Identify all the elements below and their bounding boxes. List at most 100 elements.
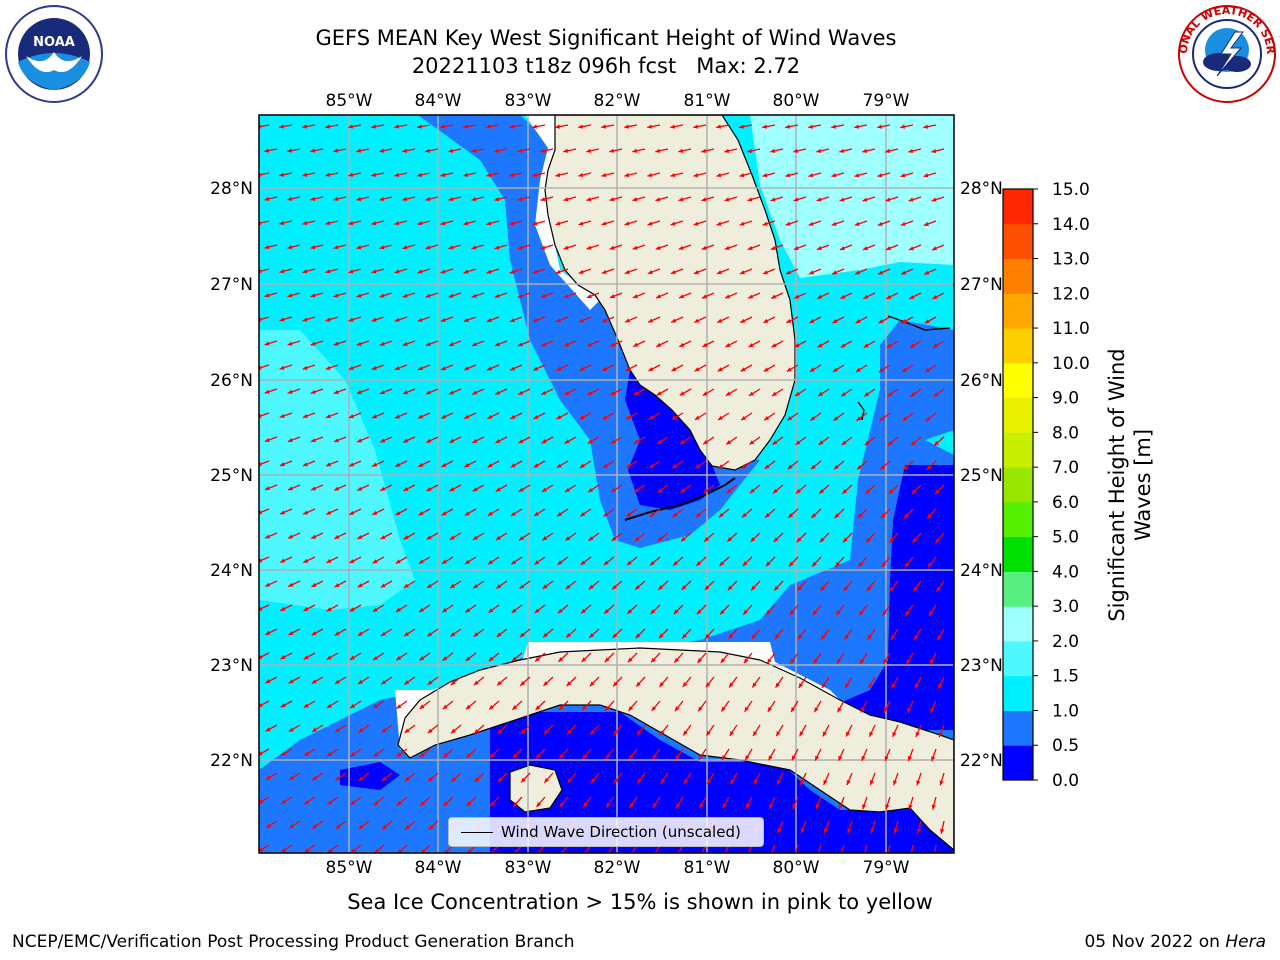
wind-arrow-head xyxy=(839,197,845,202)
wind-arrow-head xyxy=(325,365,331,370)
wind-arrow-head xyxy=(729,730,735,736)
wind-arrow-head xyxy=(787,464,793,470)
wind-arrow-head xyxy=(418,559,424,564)
wind-arrow-head xyxy=(672,464,678,469)
wind-arrow-head xyxy=(768,755,773,761)
wind-arrow-head xyxy=(264,389,270,394)
wind-arrow-head xyxy=(403,438,409,443)
wind-arrow-head xyxy=(743,609,748,615)
wind-arrow-head xyxy=(310,341,316,346)
wind-arrow-head xyxy=(348,414,354,419)
wind-arrow-head xyxy=(333,293,339,298)
wind-arrow-head xyxy=(566,681,572,687)
wind-arrow-head xyxy=(931,756,936,762)
wind-arrow-head xyxy=(881,562,887,567)
colorbar-tick-label: 1.5 xyxy=(1052,667,1079,687)
wind-arrow-head xyxy=(657,536,663,542)
colorbar-tick-label: 5.0 xyxy=(1052,528,1079,548)
wind-arrow-head xyxy=(402,341,408,346)
wind-arrow-head xyxy=(440,124,446,129)
wind-arrow-head xyxy=(765,561,771,567)
colorbar: 0.0 0.5 1.0 1.5 2.0 3.0 4.0 5.0 6.0 7.0 8.0 9.0 10.0… xyxy=(1003,180,1090,791)
wind-arrow xyxy=(887,844,891,853)
wind-arrow-head xyxy=(540,148,546,153)
wind-arrow-head xyxy=(601,221,607,226)
wind-arrow-head xyxy=(633,439,639,444)
wind-arrow-head xyxy=(464,414,470,419)
wind-arrow-head xyxy=(510,366,516,371)
wind-arrow-head xyxy=(720,658,726,664)
wind-arrow-head xyxy=(356,196,362,202)
wind-arrow-head xyxy=(440,269,446,274)
wind-arrow-head xyxy=(417,221,423,226)
wind-arrow-head xyxy=(821,634,826,640)
wind-arrow-head xyxy=(612,633,618,638)
colorbar-segment xyxy=(1003,745,1033,781)
wind-arrow-head xyxy=(543,729,549,735)
wind-arrow-head xyxy=(265,775,271,780)
wind-arrow-head xyxy=(704,536,709,542)
lon-label-bottom: 83°W xyxy=(505,858,552,878)
wind-arrow-head xyxy=(932,343,938,348)
lon-label-top: 82°W xyxy=(594,91,641,111)
wind-arrow xyxy=(910,844,914,853)
wind-arrow-head xyxy=(517,148,523,153)
wind-arrow-head xyxy=(586,294,592,299)
wind-arrow-head xyxy=(787,416,793,421)
colorbar-segment xyxy=(1003,571,1033,607)
wind-arrow-head xyxy=(722,803,727,809)
wind-arrow-head xyxy=(382,824,387,830)
wind-arrow-head xyxy=(702,391,708,396)
wind-arrow-head xyxy=(334,631,340,636)
lon-label-top: 84°W xyxy=(415,91,462,111)
colorbar-segment xyxy=(1003,432,1033,468)
wind-arrow-head xyxy=(885,148,891,154)
wind-arrow-head xyxy=(373,752,379,757)
wind-arrow-head xyxy=(358,776,364,781)
wind-arrow-head xyxy=(334,583,340,588)
wind-arrow-head xyxy=(626,512,632,517)
wind-arrow-head xyxy=(521,777,526,783)
wind-arrow-head xyxy=(472,390,478,395)
colorbar-segment xyxy=(1003,293,1033,329)
wind-arrow-head xyxy=(603,560,609,566)
wind-arrow-head xyxy=(716,221,722,226)
wind-arrow-head xyxy=(449,487,455,492)
wind-arrow-head xyxy=(915,683,920,689)
wind-arrow-head xyxy=(465,559,470,564)
wind-arrow-head xyxy=(632,148,638,153)
wind-arrow-head xyxy=(870,828,875,834)
wind-arrow-head xyxy=(287,196,293,201)
wind-arrow-head xyxy=(720,609,725,615)
wind-arrow-head xyxy=(587,390,593,395)
wind-arrow-head xyxy=(926,465,932,470)
wind-arrow-head xyxy=(892,731,897,737)
wind-arrow-head xyxy=(864,440,870,446)
wind-arrow-head xyxy=(326,510,332,515)
wind-arrow-head xyxy=(280,558,286,563)
wind-arrow-head xyxy=(672,512,678,517)
wind-arrow-head xyxy=(627,609,633,614)
wind-arrow-head xyxy=(923,124,929,129)
wind-arrow-head xyxy=(660,730,665,736)
wind-arrow-head xyxy=(927,513,932,519)
wind-arrow-head xyxy=(449,535,455,540)
wind-arrow-head xyxy=(822,683,827,688)
wind-arrow-head xyxy=(583,802,588,808)
wind-arrow-head xyxy=(509,124,515,129)
wind-arrow-head xyxy=(604,657,610,663)
wind-arrow-head xyxy=(604,608,610,614)
wind-arrow-head xyxy=(486,221,492,226)
wind-arrow-head xyxy=(815,804,820,809)
wind-arrow-head xyxy=(450,583,456,589)
wind-arrow-head xyxy=(743,658,749,664)
wind-arrow-head xyxy=(303,606,309,611)
wind-arrow-head xyxy=(695,512,701,518)
wind-arrow-head xyxy=(559,753,564,759)
lon-label-top: 85°W xyxy=(326,91,373,111)
wind-arrow-head xyxy=(863,343,869,348)
wind-arrow-head xyxy=(839,246,845,251)
wind-arrow-head xyxy=(670,124,676,129)
wind-arrow-head xyxy=(808,221,814,226)
wind-arrow-head xyxy=(541,439,547,444)
